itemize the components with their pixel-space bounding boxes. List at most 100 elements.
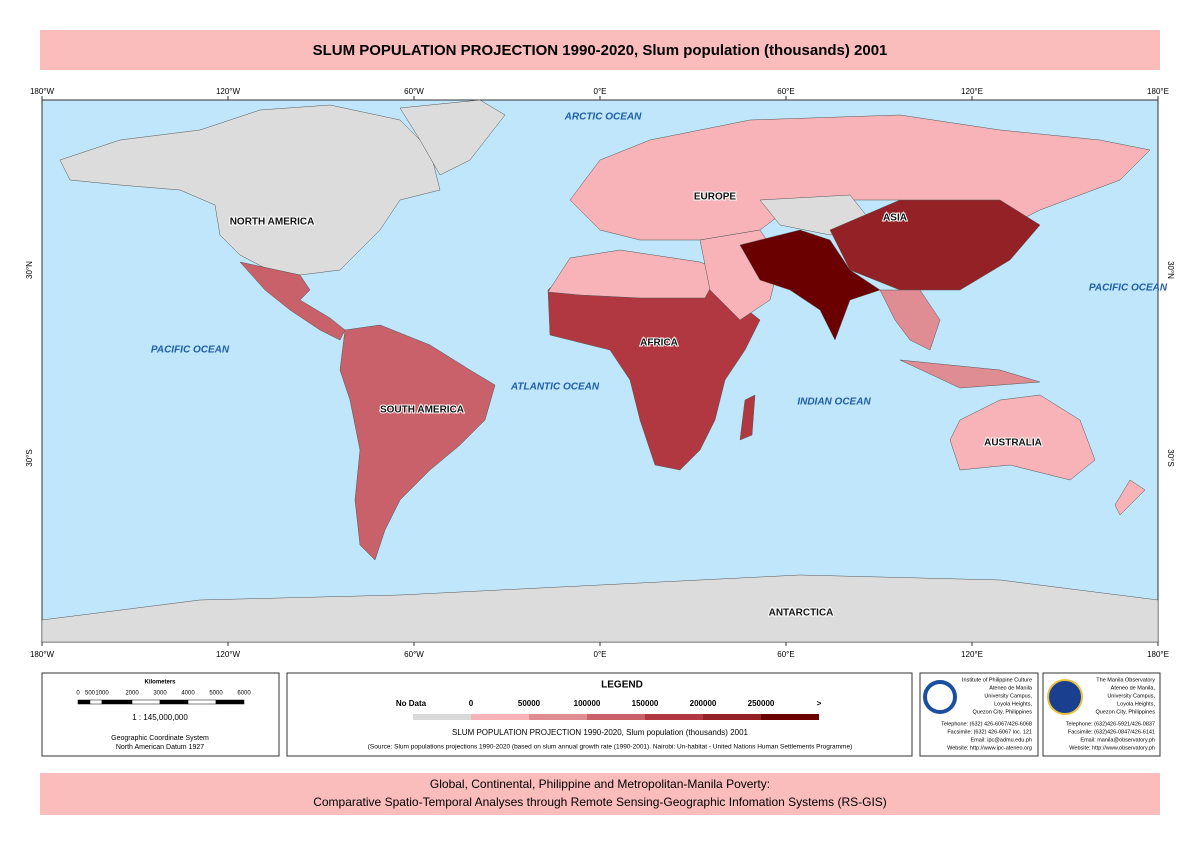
legend-break: 50000 — [518, 699, 541, 708]
longitude-label: 180°E — [1147, 650, 1169, 659]
legend-title: LEGEND — [601, 680, 643, 691]
logo-text: Facsimile: (632) 426-6067 loc. 121 — [947, 729, 1032, 735]
latitude-label: 30°N — [1166, 261, 1175, 279]
scale-box — [41, 672, 280, 757]
continent-label: SOUTH AMERICA — [380, 405, 464, 416]
south-america — [339, 324, 496, 561]
latitude-label: 30°S — [25, 449, 34, 466]
observatory-logo — [1047, 679, 1083, 715]
latitude-label: 30°N — [25, 261, 34, 279]
logo-text: Ateneo de Manila, — [1111, 685, 1156, 691]
longitude-label: 60°E — [777, 650, 794, 659]
ocean-label: PACIFIC OCEAN — [1089, 283, 1168, 294]
scale-segment — [159, 699, 189, 705]
longitude-label: 0°E — [594, 650, 607, 659]
longitude-label: 60°W — [404, 650, 424, 659]
scale-tick-label: 4000 — [181, 691, 195, 697]
scale-bar: 0 500 1000 2000 3000 4000 5000 6000 — [76, 691, 251, 705]
scale-ratio: 1 : 145,000,000 — [132, 713, 188, 722]
logo-text: Quezon City, Philippines — [1095, 709, 1155, 715]
logo-text: Ateneo de Manila — [989, 685, 1033, 691]
ocean-label: PACIFIC OCEAN — [151, 345, 230, 356]
longitude-label: 120°W — [216, 650, 241, 659]
legend-swatch — [471, 714, 529, 720]
scale-tick-label: 1000 — [95, 691, 109, 697]
scale-segment — [89, 699, 103, 705]
continent-label: AFRICA — [640, 338, 678, 349]
scale-segment — [131, 699, 161, 705]
longitude-label: 120°E — [961, 87, 983, 96]
scale-tick-label: 6000 — [237, 691, 251, 697]
scale-title: Kilometers — [144, 680, 176, 686]
footer-line: Comparative Spatio-Temporal Analyses thr… — [313, 795, 887, 809]
datum: North American Datum 1927 — [116, 744, 204, 751]
longitude-label: 120°W — [216, 87, 241, 96]
logo-text: Quezon City, Philippines — [972, 709, 1032, 715]
legend-swatch — [761, 714, 819, 720]
longitude-label: 120°E — [961, 650, 983, 659]
logo-text: Loyola Heights, — [1117, 701, 1155, 707]
scale-segment — [77, 699, 91, 705]
scale-segment — [215, 699, 245, 705]
legend-break: 200000 — [690, 699, 717, 708]
legend-break: 250000 — [748, 699, 775, 708]
landmass — [41, 99, 1159, 643]
continent-label: AUSTRALIA — [984, 438, 1042, 449]
latitude-label: 30°S — [1166, 449, 1175, 466]
scale-tick-label: 500 — [85, 691, 96, 697]
footer-line: Global, Continental, Philippine and Metr… — [430, 777, 770, 791]
longitude-label: 60°E — [777, 87, 794, 96]
legend-break: > — [817, 699, 822, 708]
madagascar — [739, 394, 756, 441]
southeast-asia — [879, 289, 941, 351]
longitude-label: 180°E — [1147, 87, 1169, 96]
ipc-logo — [923, 680, 957, 714]
no-data-label: No Data — [396, 699, 427, 708]
legend-break: 0 — [469, 699, 474, 708]
legend-bar: 0 50000 100000 150000 200000 250000 > — [413, 699, 822, 720]
legend-swatch — [703, 714, 761, 720]
logo-text: The Manila Observatory — [1096, 677, 1155, 683]
australia — [949, 394, 1096, 481]
north-america — [59, 104, 441, 276]
longitude-label: 180°W — [30, 87, 55, 96]
continent-label: EUROPE — [694, 192, 737, 203]
logo-text: Loyola Heights, — [994, 701, 1032, 707]
continent-label: NORTH AMERICA — [230, 217, 315, 228]
title-band — [40, 30, 1160, 70]
longitude-label: 180°W — [30, 650, 55, 659]
logo-text: Facsimile: (632)426-0847/426-6141 — [1068, 729, 1155, 735]
logo-text: Institute of Philippine Culture — [962, 677, 1032, 683]
continent-label: ANTARCTICA — [769, 608, 834, 619]
north-africa — [547, 249, 721, 299]
logo-texts: Institute of Philippine Culture Ateneo de… — [941, 677, 1155, 751]
ocean-label: INDIAN OCEAN — [797, 397, 871, 408]
logo-text: University Campus, — [984, 693, 1032, 699]
logo-text: University Campus, — [1107, 693, 1155, 699]
logo-text: Website: http://www.observatory.ph — [1069, 745, 1155, 751]
logo-text: Telephone: (632) 426-6067/426-6068 — [941, 721, 1032, 727]
legend-swatch — [529, 714, 587, 720]
scale-segment — [101, 699, 133, 705]
legend-break: 150000 — [632, 699, 659, 708]
legend-break: 100000 — [574, 699, 601, 708]
title: SLUM POPULATION PROJECTION 1990-2020, Sl… — [313, 42, 888, 59]
scale-tick-label: 2000 — [125, 691, 139, 697]
ocean-label: ARCTIC OCEAN — [564, 112, 642, 123]
indonesia — [899, 359, 1041, 389]
longitude-label: 60°W — [404, 87, 424, 96]
legend-subtitle: SLUM POPULATION PROJECTION 1990-2020, Sl… — [452, 728, 749, 737]
legend-swatch — [587, 714, 645, 720]
coordinate-system: Geographic Coordinate System — [111, 735, 209, 742]
logo-text: Website: http://www.ipc-ateneo.org — [947, 745, 1032, 751]
china — [829, 199, 1041, 291]
scale-tick-label: 5000 — [209, 691, 223, 697]
footer-band — [40, 773, 1160, 815]
scale-tick-label: 0 — [76, 691, 80, 697]
logo-text: Email: ipc@admu.edu.ph — [970, 737, 1032, 743]
longitude-label: 0°E — [594, 87, 607, 96]
scale-segment — [187, 699, 217, 705]
india — [739, 229, 881, 341]
legend-swatch — [413, 714, 471, 720]
